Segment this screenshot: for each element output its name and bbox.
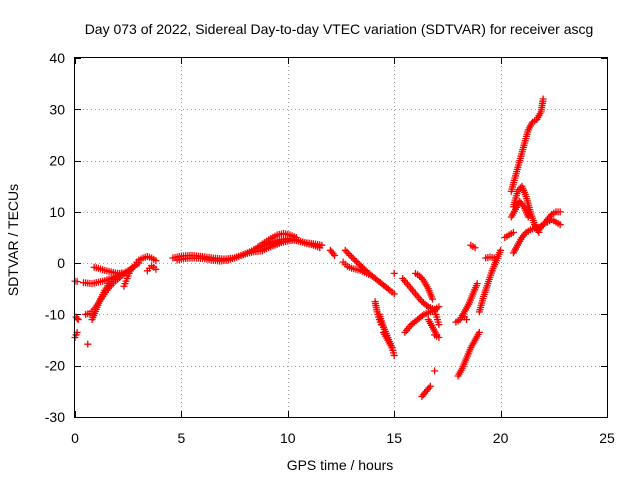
data-point-fill <box>384 285 392 293</box>
data-point <box>354 259 362 267</box>
data-point <box>131 262 139 270</box>
data-point-fill <box>346 251 354 259</box>
data-point <box>556 221 564 229</box>
data-point <box>463 316 471 324</box>
data-point <box>390 351 398 359</box>
x-tick-label: 20 <box>493 430 509 446</box>
data-point <box>429 295 437 303</box>
data-point <box>435 321 443 329</box>
data-point-fill <box>343 248 351 256</box>
data-point <box>84 340 92 348</box>
data-point <box>539 95 547 103</box>
data-point <box>509 228 517 236</box>
y-axis-label: SDTVAR / TECUs <box>5 184 21 296</box>
data-point <box>74 316 82 324</box>
x-tick-label: 15 <box>386 430 402 446</box>
data-point <box>435 334 443 342</box>
x-tick-label: 0 <box>71 430 79 446</box>
y-tick-label: -10 <box>45 306 65 322</box>
data-point-fill <box>352 258 360 266</box>
y-tick-label: 30 <box>49 101 65 117</box>
data-point <box>431 367 439 375</box>
data-point-fill <box>418 312 426 320</box>
data-point <box>152 257 160 265</box>
data-point <box>365 270 373 278</box>
data-point-fill <box>349 255 357 263</box>
data-point <box>390 269 398 277</box>
y-tick-label: -20 <box>45 358 65 374</box>
data-point <box>348 253 356 261</box>
data-point-fill <box>351 256 359 264</box>
data-point <box>426 382 434 390</box>
data-point <box>331 251 339 259</box>
y-tick-label: 0 <box>57 255 65 271</box>
grid-lines <box>75 58 607 417</box>
data-point <box>152 265 160 273</box>
x-tick-label: 25 <box>599 430 615 446</box>
y-tick-label: 40 <box>49 50 65 66</box>
y-tick-label: -30 <box>45 409 65 425</box>
data-point <box>318 241 326 249</box>
data-point <box>116 269 124 277</box>
data-point-fill <box>344 250 352 258</box>
chart-title: Day 073 of 2022, Sidereal Day-to-day VTE… <box>85 21 594 37</box>
data-point <box>556 208 564 216</box>
data-point <box>497 246 505 254</box>
y-tick-label: 10 <box>49 204 65 220</box>
data-points <box>71 95 564 400</box>
data-point <box>475 328 483 336</box>
x-tick-label: 10 <box>280 430 296 446</box>
data-point <box>341 246 349 254</box>
data-point <box>473 280 481 288</box>
plot-frame <box>74 57 608 418</box>
data-point <box>471 244 479 252</box>
data-point-fill <box>357 262 365 270</box>
data-point <box>390 290 398 298</box>
x-tick-label: 5 <box>178 430 186 446</box>
data-point <box>524 213 532 221</box>
y-tick-label: 20 <box>49 153 65 169</box>
data-point <box>490 254 498 262</box>
x-axis-label: GPS time / hours <box>287 457 394 473</box>
data-point-fill <box>423 301 431 309</box>
data-point <box>435 303 443 311</box>
